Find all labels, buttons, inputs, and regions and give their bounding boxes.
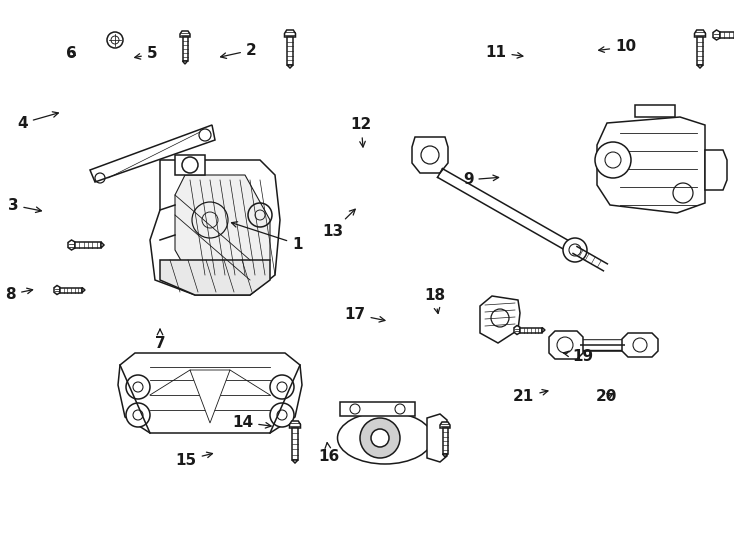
Circle shape <box>563 238 587 262</box>
Bar <box>443 428 448 454</box>
Bar <box>292 428 298 460</box>
Polygon shape <box>412 137 448 173</box>
Polygon shape <box>289 421 300 428</box>
Polygon shape <box>118 353 302 433</box>
Polygon shape <box>542 327 545 333</box>
Text: 16: 16 <box>319 443 339 464</box>
Text: 6: 6 <box>66 46 77 62</box>
Polygon shape <box>514 326 520 334</box>
Circle shape <box>270 403 294 427</box>
Circle shape <box>107 32 123 48</box>
Polygon shape <box>183 61 187 64</box>
Bar <box>175 155 205 175</box>
Text: 12: 12 <box>351 117 371 147</box>
Bar <box>183 37 187 61</box>
Text: 20: 20 <box>596 389 617 404</box>
Polygon shape <box>549 331 583 359</box>
Ellipse shape <box>360 418 400 458</box>
Bar <box>720 32 734 38</box>
Polygon shape <box>285 30 296 37</box>
Circle shape <box>270 375 294 399</box>
Polygon shape <box>713 30 720 40</box>
Text: 10: 10 <box>599 39 636 55</box>
Polygon shape <box>635 105 675 117</box>
Polygon shape <box>705 150 727 190</box>
Polygon shape <box>82 287 85 293</box>
Text: 3: 3 <box>8 198 41 213</box>
Bar <box>697 37 703 65</box>
Polygon shape <box>90 125 215 182</box>
Polygon shape <box>287 65 293 68</box>
Polygon shape <box>68 240 75 250</box>
Text: 1: 1 <box>231 222 302 252</box>
Polygon shape <box>697 65 703 68</box>
Text: 7: 7 <box>155 329 165 351</box>
Polygon shape <box>622 333 658 357</box>
Polygon shape <box>54 286 60 294</box>
Bar <box>287 37 293 65</box>
Text: 8: 8 <box>6 287 32 302</box>
Polygon shape <box>190 370 230 423</box>
Polygon shape <box>175 175 270 285</box>
Circle shape <box>595 142 631 178</box>
Polygon shape <box>597 117 705 213</box>
Polygon shape <box>180 31 190 37</box>
Polygon shape <box>443 454 448 457</box>
Text: 17: 17 <box>344 307 385 322</box>
Polygon shape <box>440 422 450 428</box>
Polygon shape <box>101 242 104 248</box>
Polygon shape <box>160 260 270 295</box>
Text: 5: 5 <box>135 46 157 62</box>
Text: 14: 14 <box>232 415 271 430</box>
Polygon shape <box>340 402 415 416</box>
Ellipse shape <box>338 412 432 464</box>
Text: 9: 9 <box>463 172 498 187</box>
Polygon shape <box>480 296 520 343</box>
Polygon shape <box>150 160 280 295</box>
Text: 15: 15 <box>175 452 212 468</box>
Text: 11: 11 <box>485 45 523 60</box>
Text: 19: 19 <box>564 349 594 364</box>
Circle shape <box>126 403 150 427</box>
Ellipse shape <box>371 429 389 447</box>
Text: 4: 4 <box>18 112 59 131</box>
Text: 18: 18 <box>424 288 445 313</box>
Circle shape <box>126 375 150 399</box>
Bar <box>75 242 101 248</box>
Bar <box>60 287 82 293</box>
Text: 2: 2 <box>221 43 257 58</box>
Text: 13: 13 <box>322 209 355 239</box>
Polygon shape <box>292 460 298 463</box>
Polygon shape <box>427 414 447 462</box>
Polygon shape <box>694 30 705 37</box>
Text: 21: 21 <box>513 389 548 404</box>
Bar <box>520 327 542 333</box>
